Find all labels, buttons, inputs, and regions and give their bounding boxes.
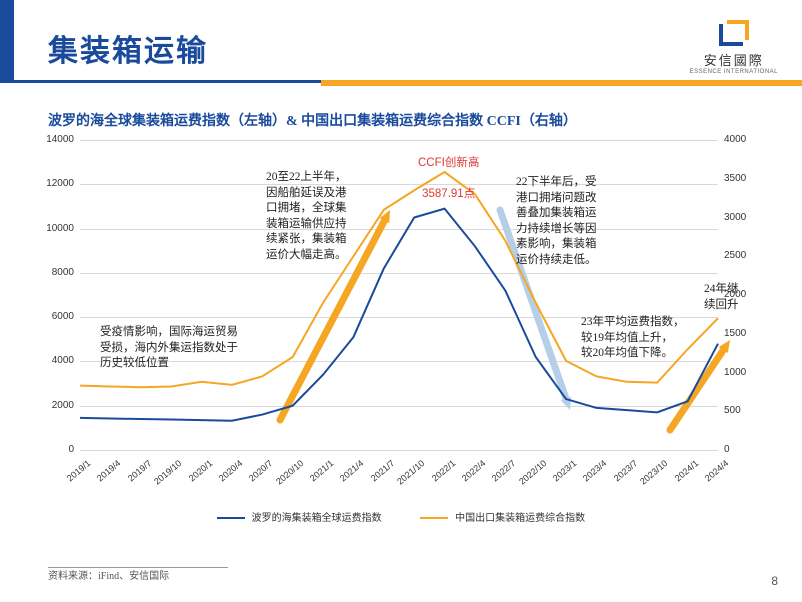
legend-label-baltic: 波罗的海集装箱全球运费指数 <box>252 513 382 524</box>
page-title: 集装箱运输 <box>48 26 208 70</box>
trend-arrow <box>670 350 723 430</box>
header-divider-ribbon <box>0 80 802 86</box>
chart-plot <box>36 130 768 455</box>
logo: 安信國際 ESSENCE INTERNATIONAL <box>690 18 778 75</box>
annotation-surge: 20至22上半年， 因船舶延误及港 口拥堵，全球集 装箱运输供应持 续紧张，集装… <box>266 170 347 263</box>
logo-icon <box>717 18 751 48</box>
legend-swatch-ccfi <box>420 517 448 519</box>
annotation-covid: 受疫情影响，国际海运贸易 受损，海内外集运指数处于 历史较低位置 <box>100 325 238 372</box>
logo-text: 安信國際 <box>690 50 778 69</box>
header: 集装箱运输 安信國際 ESSENCE INTERNATIONAL <box>0 0 802 80</box>
chart-legend: 波罗的海集装箱全球运费指数 中国出口集装箱运费综合指数 <box>36 509 766 524</box>
legend-swatch-baltic <box>217 517 245 519</box>
annotation-2024: 24年继 续回升 <box>704 282 739 313</box>
legend-item-ccfi: 中国出口集装箱运费综合指数 <box>420 509 585 524</box>
source-text: 资料来源：iFind、安信国际 <box>48 567 169 582</box>
header-accent-bar <box>0 0 14 80</box>
logo-subtext: ESSENCE INTERNATIONAL <box>690 69 778 75</box>
chart-title: 波罗的海全球集装箱运费指数（左轴）& 中国出口集装箱运费综合指数 CCFI（右轴… <box>48 110 577 130</box>
legend-item-baltic: 波罗的海集装箱全球运费指数 <box>217 509 382 524</box>
legend-label-ccfi: 中国出口集装箱运费综合指数 <box>455 513 585 524</box>
annotation-peak-line1: CCFI创新高 <box>418 157 479 169</box>
annotation-decline: 22下半年后，受 港口拥堵问题改 善叠加集装箱运 力持续增长等因 素影响，集装箱… <box>516 175 597 268</box>
annotation-peak: CCFI创新高 3587.91点 <box>418 140 479 202</box>
page-number: 8 <box>771 574 778 588</box>
annotation-2023: 23年平均运费指数， 较19年均值上升， 较20年均值下降。 <box>581 315 685 362</box>
chart-area: 0200040006000800010000120001400005001000… <box>36 130 766 530</box>
annotation-peak-line2: 3587.91点 <box>422 188 475 200</box>
